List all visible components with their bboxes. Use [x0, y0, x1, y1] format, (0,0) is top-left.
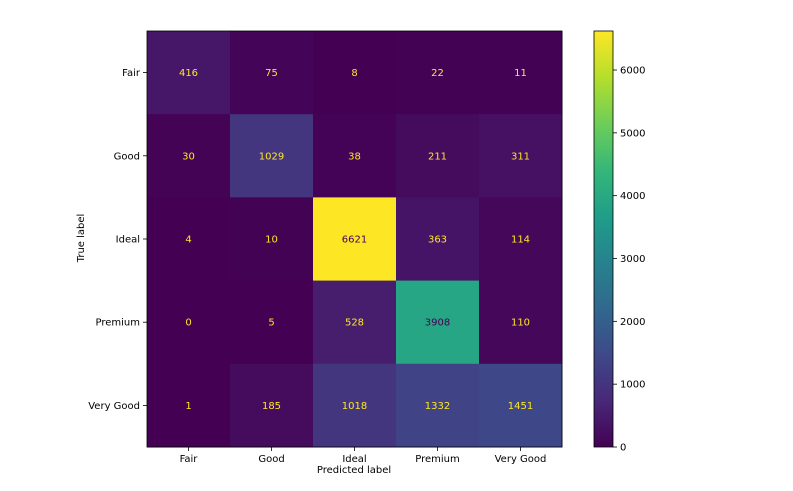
cell-value-label: 5	[268, 318, 274, 329]
heatmap-cell	[230, 363, 314, 448]
heatmap-cell	[147, 363, 231, 448]
heatmap-cell	[147, 114, 231, 198]
cell-value-label: 1451	[508, 401, 533, 412]
x-tick-label: Premium	[415, 454, 460, 465]
cell-value-label: 528	[345, 318, 364, 329]
colorbar-tick-label: 0	[620, 443, 626, 454]
heatmap-cell	[396, 197, 480, 282]
heatmap-cell	[147, 280, 231, 365]
cell-value-label: 30	[182, 151, 195, 162]
heatmap-cell	[479, 197, 563, 282]
cell-value-label: 416	[179, 68, 198, 79]
colorbar-tick-label: 6000	[620, 66, 645, 77]
heatmap-cell	[479, 280, 563, 365]
cell-value-label: 311	[511, 151, 530, 162]
heatmap-cell	[479, 363, 563, 448]
y-tick-label: Good	[114, 151, 140, 162]
y-axis: Fair Good Ideal Premium Very Good	[88, 68, 147, 412]
heatmap-cell	[147, 31, 231, 115]
heatmap-cell	[313, 31, 397, 115]
x-axis-label: Predicted label	[317, 465, 391, 476]
heatmap-cell	[313, 280, 397, 365]
cell-value-label: 0	[185, 318, 191, 329]
colorbar: 0 1000 2000 3000 4000 5000 6000	[593, 30, 645, 454]
heatmap-cell	[147, 197, 231, 282]
colorbar-tick-label: 1000	[620, 380, 645, 391]
cell-value-label: 10	[265, 235, 278, 246]
cell-value-label: 6621	[342, 235, 367, 246]
heatmap-cell	[230, 197, 314, 282]
heatmap-cell	[230, 280, 314, 365]
colorbar-tick-label: 2000	[620, 317, 645, 328]
x-tick-label: Good	[258, 454, 284, 465]
cell-value-label: 363	[428, 235, 447, 246]
cell-value-label: 11	[514, 68, 527, 79]
x-tick-label: Fair	[180, 454, 199, 465]
heatmap-cell-labels: 416 75 8 22 11 30 1029 38 211 311 4 10 6621 363 114 0 5 5…	[179, 68, 533, 412]
cell-value-label: 22	[431, 68, 444, 79]
heatmap-cells	[147, 31, 563, 448]
cell-value-label: 38	[348, 151, 361, 162]
heatmap-cell	[396, 31, 480, 115]
cell-value-label: 185	[262, 401, 281, 412]
y-tick-label: Fair	[122, 68, 141, 79]
colorbar-tick-label: 5000	[620, 128, 645, 139]
cell-value-label: 110	[511, 318, 530, 329]
heatmap-cell	[396, 114, 480, 198]
heatmap-cell	[396, 280, 480, 365]
x-tick-label: Ideal	[342, 454, 366, 465]
y-tick-label: Premium	[96, 318, 141, 329]
y-tick-label: Very Good	[88, 401, 140, 412]
cell-value-label: 1029	[259, 151, 284, 162]
cell-value-label: 3908	[425, 318, 450, 329]
heatmap-cell	[479, 31, 563, 115]
cell-value-label: 1	[185, 401, 191, 412]
cell-value-label: 211	[428, 151, 447, 162]
heatmap-cell	[230, 114, 314, 198]
colorbar-tick-label: 3000	[620, 254, 645, 265]
y-axis-label: True label	[76, 214, 87, 264]
heatmap-cell	[479, 114, 563, 198]
heatmap-cell	[396, 363, 480, 448]
colorbar-frame	[593, 30, 614, 448]
cell-value-label: 1018	[342, 401, 367, 412]
x-tick-label: Very Good	[495, 454, 547, 465]
cell-value-label: 114	[511, 235, 530, 246]
colorbar-tick-label: 4000	[620, 191, 645, 202]
cell-value-label: 1332	[425, 401, 450, 412]
heatmap-cell	[313, 363, 397, 448]
heatmap-cell	[313, 197, 397, 282]
cell-value-label: 75	[265, 68, 278, 79]
heatmap-cell	[313, 114, 397, 198]
cell-value-label: 4	[185, 235, 191, 246]
heatmap-cell	[230, 31, 314, 115]
colorbar-ticks: 0 1000 2000 3000 4000 5000 6000	[613, 66, 645, 454]
cell-value-label: 8	[351, 68, 357, 79]
y-tick-label: Ideal	[116, 235, 140, 246]
x-axis: Fair Good Ideal Premium Very Good	[180, 447, 547, 465]
colorbar-gradient	[594, 31, 613, 447]
